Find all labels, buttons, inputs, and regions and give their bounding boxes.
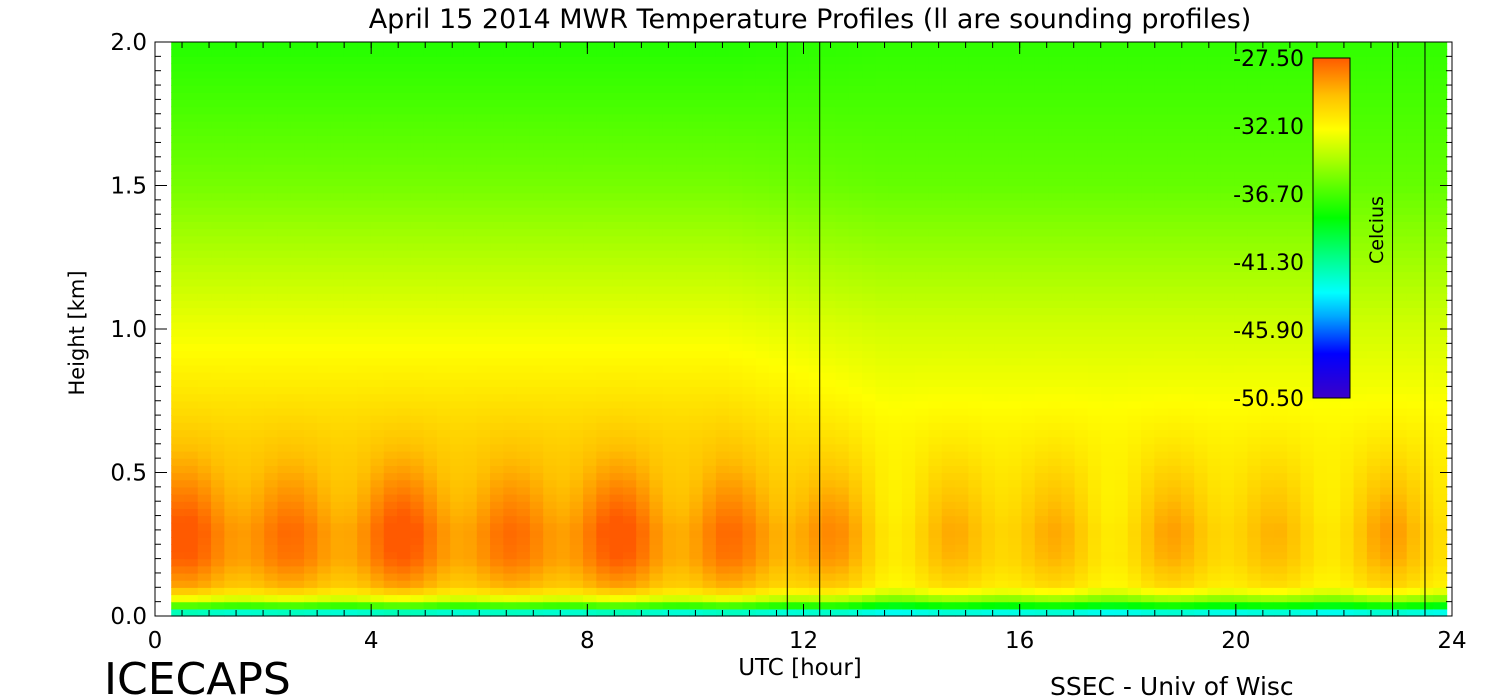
x-tick-label: 20 xyxy=(1221,628,1250,654)
colorbar-tick-label: -45.90 xyxy=(1233,319,1304,344)
colorbar-gradient xyxy=(1312,57,1351,399)
x-tick-label: 8 xyxy=(580,628,595,654)
y-axis-label: Height [km] xyxy=(65,270,89,395)
y-tick-label: 2.0 xyxy=(110,30,147,56)
colorbar-ticks: -27.50 -32.10 -36.70 -41.30 -45.90 -50.50 xyxy=(1233,47,1304,412)
colorbar-tick-label: -32.10 xyxy=(1233,115,1304,140)
x-axis-label: UTC [hour] xyxy=(738,655,862,681)
colorbar-tick-label: -27.50 xyxy=(1233,47,1304,72)
footer-logo-text: ICECAPS xyxy=(104,654,291,700)
y-tick-label: 1.0 xyxy=(110,317,147,343)
chart-title: April 15 2014 MWR Temperature Profiles (… xyxy=(369,4,1252,35)
y-tick-label: 1.5 xyxy=(110,174,147,200)
footer-credit: SSEC - Univ of Wisc xyxy=(1050,672,1294,700)
colorbar-label: Celcius xyxy=(1366,196,1388,264)
x-tick-label: 0 xyxy=(148,628,163,654)
temperature-heatmap xyxy=(171,42,1448,617)
x-axis: 0 4 8 12 16 20 24 xyxy=(148,42,1467,654)
x-tick-label: 4 xyxy=(364,628,379,654)
y-tick-label: 0.0 xyxy=(110,604,147,630)
colorbar-tick-label: -36.70 xyxy=(1233,183,1304,208)
x-tick-label: 24 xyxy=(1437,628,1466,654)
colorbar-tick-label: -50.50 xyxy=(1233,387,1304,412)
sounding-markers xyxy=(786,42,1426,616)
y-axis: 0.0 0.5 1.0 1.5 2.0 xyxy=(110,30,1452,630)
colorbar-tick-label: -41.30 xyxy=(1233,251,1304,276)
x-tick-label: 12 xyxy=(789,628,818,654)
colorbar: -27.50 -32.10 -36.70 -41.30 -45.90 -50.50 Cel… xyxy=(1233,47,1388,412)
y-tick-label: 0.5 xyxy=(110,461,147,487)
x-tick-label: 16 xyxy=(1005,628,1034,654)
